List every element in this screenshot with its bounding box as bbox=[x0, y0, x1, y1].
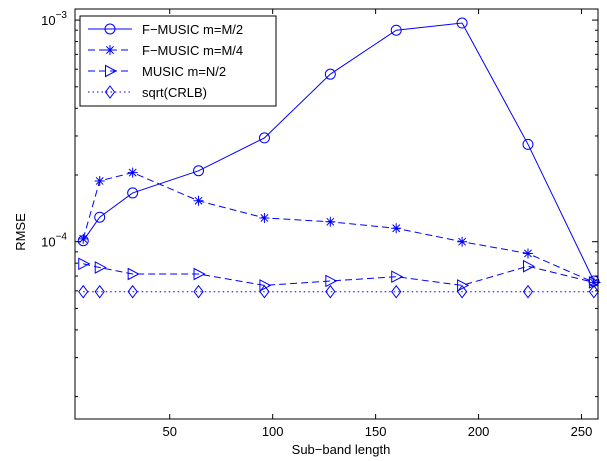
series-2-point bbox=[523, 248, 533, 258]
series-2-point-shape bbox=[391, 223, 401, 233]
series-2-point-shape bbox=[523, 248, 533, 258]
series-2-point bbox=[95, 176, 105, 186]
series-2-point bbox=[259, 213, 269, 223]
series-2-point-shape bbox=[259, 213, 269, 223]
series-2-point bbox=[325, 217, 335, 227]
legend: F−MUSIC m=M/2 F−MUSIC m=M/4 MUSIC m=N/2 sqr… bbox=[80, 16, 276, 106]
x-tick-label: 200 bbox=[468, 424, 490, 439]
series-2-point-shape bbox=[95, 176, 105, 186]
x-axis-title: Sub−band length bbox=[292, 442, 391, 457]
series-2-point-shape bbox=[194, 196, 204, 206]
legend-label: F−MUSIC m=M/4 bbox=[142, 43, 243, 58]
legend-label: MUSIC m=N/2 bbox=[142, 64, 226, 79]
series-2-point-shape bbox=[457, 237, 467, 247]
series-2-point bbox=[457, 237, 467, 247]
legend-label: sqrt(CRLB) bbox=[142, 85, 207, 100]
legend-marker bbox=[105, 45, 115, 55]
series-2-point-shape bbox=[128, 168, 138, 178]
x-tick-label: 250 bbox=[571, 424, 593, 439]
series-2-point bbox=[78, 234, 88, 244]
series-2-point-shape bbox=[325, 217, 335, 227]
y-axis-title: RMSE bbox=[13, 213, 28, 251]
x-tick-label: 50 bbox=[162, 424, 176, 439]
legend-marker-shape bbox=[105, 45, 115, 55]
series-2-point bbox=[194, 196, 204, 206]
series-2-point-shape bbox=[78, 234, 88, 244]
legend-label: F−MUSIC m=M/2 bbox=[142, 22, 243, 37]
x-tick-label: 100 bbox=[262, 424, 284, 439]
series-2-point bbox=[391, 223, 401, 233]
x-tick-label: 150 bbox=[365, 424, 387, 439]
series-2-point bbox=[128, 168, 138, 178]
